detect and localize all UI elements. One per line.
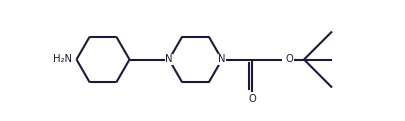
Text: O: O [286,54,294,64]
Text: O: O [248,94,256,103]
Text: H₂N: H₂N [53,54,72,64]
Text: N: N [165,54,173,64]
Text: N: N [218,54,226,64]
